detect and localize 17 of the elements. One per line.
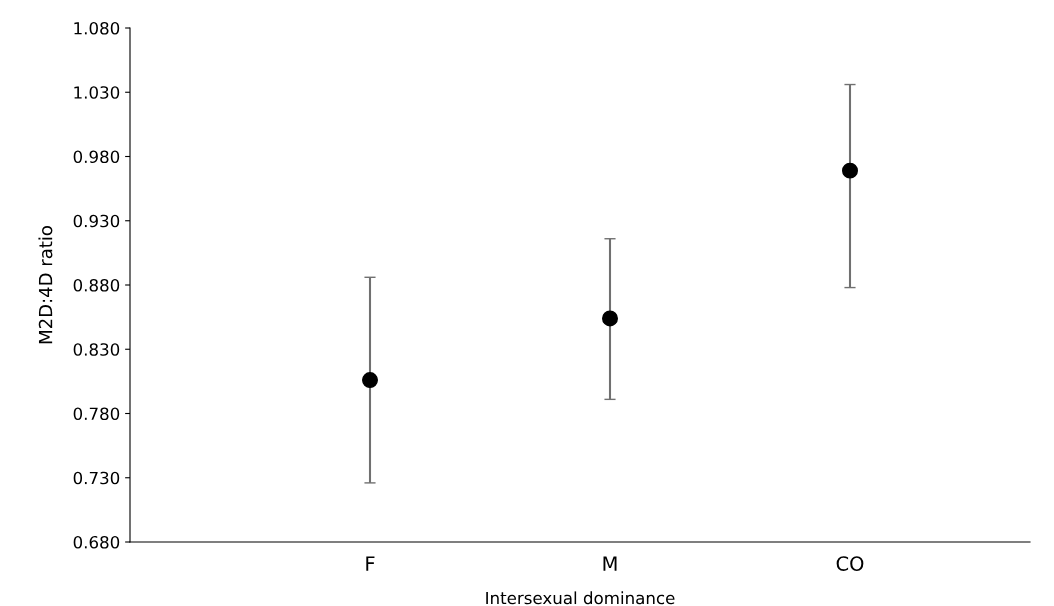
- y-tick-label: 0.880: [73, 278, 120, 292]
- y-tick-label: 0.730: [73, 471, 120, 485]
- y-axis-title: M2D:4D ratio: [38, 226, 53, 344]
- x-axis-title: Intersexual dominance: [486, 591, 675, 605]
- point: [842, 162, 858, 179]
- y-tick-label: 0.980: [73, 150, 120, 164]
- y-tick-label: 0.830: [73, 343, 120, 356]
- x-tick-label: F: [366, 556, 375, 571]
- point: [602, 310, 618, 327]
- y-tick-label: 1.030: [74, 86, 120, 99]
- x-tick-label: M: [603, 556, 617, 571]
- y-tick-label: 0.930: [73, 214, 120, 228]
- x-tick-label: CO: [836, 556, 864, 571]
- point: [362, 372, 378, 389]
- y-tick-label: 1.080: [74, 21, 120, 35]
- y-tick-label: 0.680: [73, 535, 120, 549]
- y-tick-label: 0.780: [73, 407, 120, 421]
